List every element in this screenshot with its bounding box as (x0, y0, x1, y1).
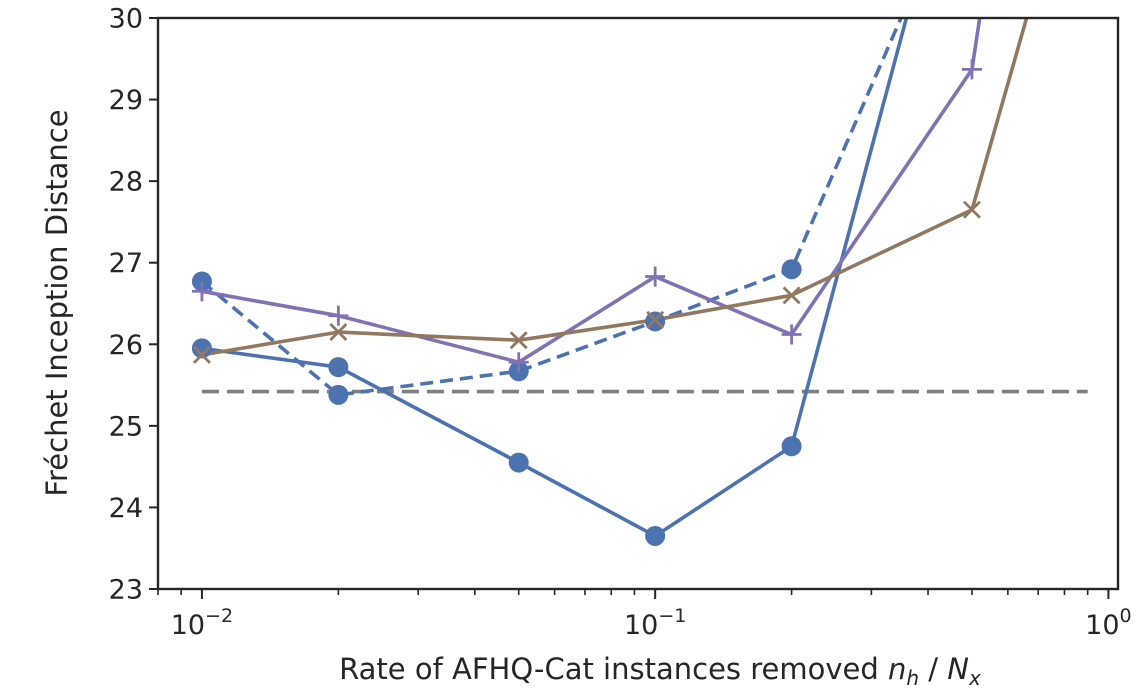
point-dashed-circles-1 (328, 384, 349, 405)
x-axis-label-sub-h: h (906, 666, 919, 690)
point-purple-plus-1 (328, 305, 349, 326)
y-axis-label: Fréchet Inception Distance (40, 109, 74, 496)
point-brown-x-5 (962, 200, 981, 219)
x-axis-label-var-N: N (947, 652, 969, 686)
point-solid-circles-1 (328, 357, 349, 378)
x-tick-label-exp-2: 0 (1120, 605, 1132, 627)
series-line-solid-circles (201, 18, 909, 538)
point-solid-circles-0 (191, 338, 212, 359)
point-solid-circles-3 (645, 525, 666, 546)
point-solid-circles-2 (508, 452, 529, 473)
point-brown-x-4 (782, 286, 801, 305)
point-purple-plus-2 (508, 352, 529, 373)
point-purple-plus-5 (961, 59, 982, 80)
point-purple-plus-3 (645, 266, 666, 287)
point-dashed-circles-4 (781, 259, 802, 280)
point-purple-plus-4 (781, 324, 802, 345)
point-purple-plus-0 (191, 281, 212, 302)
y-tick-label-27: 27 (109, 248, 143, 279)
y-tick-label-25: 25 (109, 411, 143, 442)
y-tick-label-30: 30 (109, 4, 143, 35)
point-brown-x-4-b (782, 286, 801, 305)
x-tick-label-base-1: 10 (624, 610, 658, 641)
point-brown-x-0 (192, 345, 211, 364)
y-tick-label-24: 24 (109, 493, 143, 524)
point-brown-x-5-b (962, 200, 981, 219)
point-brown-x-1 (329, 323, 348, 342)
plot-frame (156, 16, 1120, 591)
x-tick-label-exp-1: −1 (658, 605, 686, 627)
y-tick-label-28: 28 (109, 167, 143, 198)
y-tick-label-29: 29 (109, 85, 143, 116)
x-axis-label-sep: / (919, 652, 947, 686)
x-axis-label-text: Rate of AFHQ-Cat instances removed (339, 652, 888, 686)
x-axis-label-var-n: n (888, 652, 906, 686)
series-line-purple-plus (201, 18, 982, 364)
y-tick-label-26: 26 (109, 330, 143, 361)
point-solid-circles-4 (781, 436, 802, 457)
y-axis: 23 24 25 26 27 28 29 30 (109, 4, 158, 606)
x-tick-label-1: 10−1 (624, 605, 686, 641)
x-tick-label-base-0: 10 (171, 610, 205, 641)
series-line-dashed-circles (200, 18, 903, 397)
x-axis-label: Rate of AFHQ-Cat instances removed nh / … (339, 652, 981, 690)
point-brown-x-1-b (329, 323, 348, 342)
y-tick-label-23: 23 (109, 575, 143, 606)
point-brown-x-2 (509, 331, 528, 350)
x-tick-label-0: 10−2 (171, 605, 233, 641)
x-axis: 10−2 10−1 100 (157, 589, 1132, 641)
x-tick-label-base-2: 10 (1085, 610, 1119, 641)
series-layer (200, 18, 1029, 538)
point-brown-x-2-b (509, 331, 528, 350)
point-brown-x-3 (646, 310, 665, 329)
x-tick-label-exp-0: −2 (205, 605, 233, 627)
x-axis-label-sub-x: x (968, 666, 981, 690)
markers-layer (191, 59, 982, 546)
point-brown-x-0-b (192, 345, 211, 364)
x-tick-label-2: 100 (1085, 605, 1131, 641)
point-brown-x-3-b (646, 310, 665, 329)
